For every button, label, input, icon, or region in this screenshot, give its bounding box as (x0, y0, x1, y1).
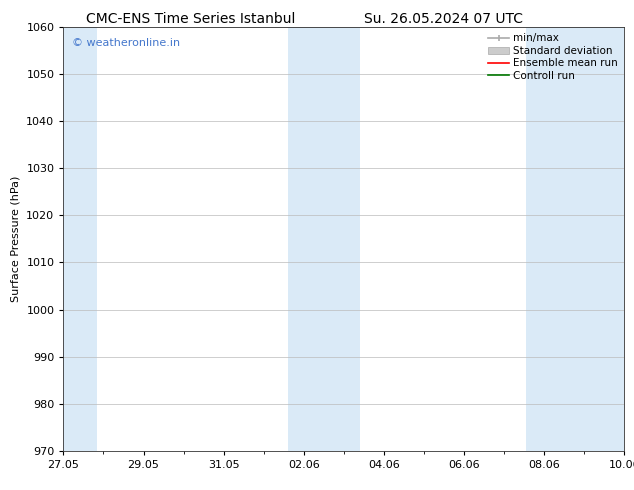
Bar (63, 27, 98, 451)
Y-axis label: Surface Pressure (hPa): Surface Pressure (hPa) (11, 176, 21, 302)
Text: CMC-ENS Time Series Istanbul: CMC-ENS Time Series Istanbul (86, 12, 295, 26)
Legend: min/max, Standard deviation, Ensemble mean run, Controll run: min/max, Standard deviation, Ensemble me… (484, 29, 623, 85)
Bar (288, 27, 360, 451)
Text: © weatheronline.in: © weatheronline.in (72, 38, 180, 48)
Text: Su. 26.05.2024 07 UTC: Su. 26.05.2024 07 UTC (365, 12, 523, 26)
Bar (526, 27, 625, 451)
